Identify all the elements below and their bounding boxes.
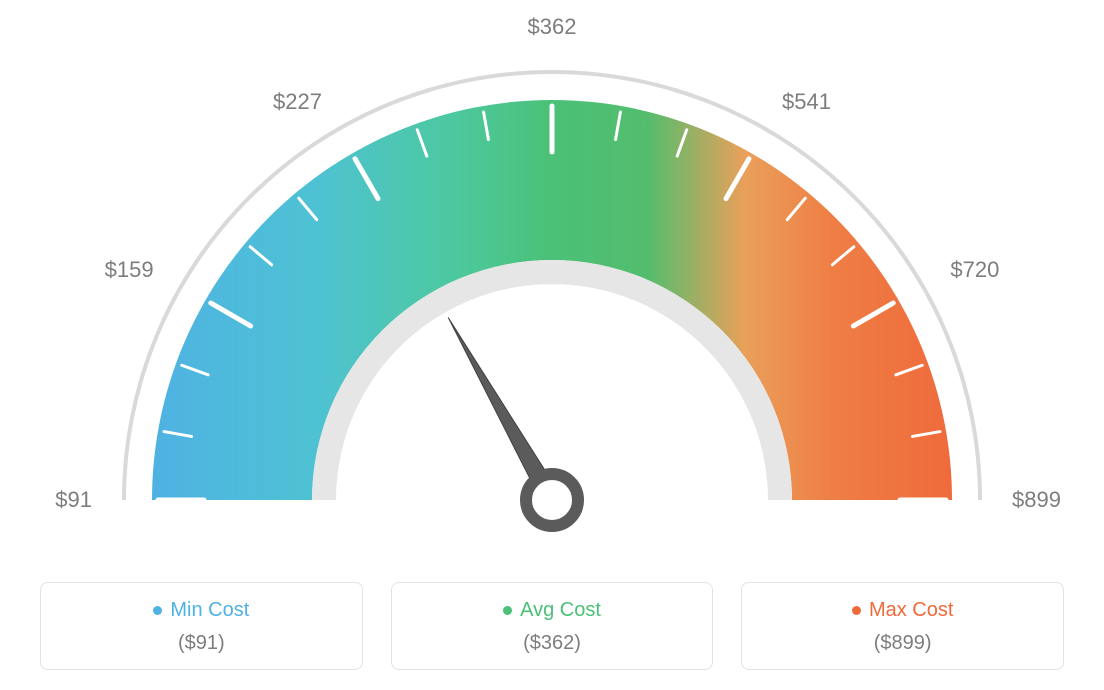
dot-icon bbox=[503, 606, 512, 615]
gauge-tick-label: $91 bbox=[55, 487, 92, 513]
legend-value-min: ($91) bbox=[41, 632, 362, 655]
legend-value-avg: ($362) bbox=[392, 632, 713, 655]
dot-icon bbox=[852, 606, 861, 615]
legend-title-avg: Avg Cost bbox=[503, 599, 601, 622]
legend-card-avg: Avg Cost ($362) bbox=[391, 582, 714, 670]
legend-title-text: Max Cost bbox=[869, 599, 953, 622]
legend-value-max: ($899) bbox=[742, 632, 1063, 655]
gauge-tick-label: $899 bbox=[1012, 487, 1061, 513]
gauge-tick-label: $720 bbox=[950, 257, 999, 283]
legend-title-text: Avg Cost bbox=[520, 599, 601, 622]
dot-icon bbox=[153, 606, 162, 615]
gauge-tick-label: $541 bbox=[782, 89, 831, 115]
legend-title-max: Max Cost bbox=[852, 599, 953, 622]
gauge-tick-label: $227 bbox=[273, 89, 322, 115]
legend-card-max: Max Cost ($899) bbox=[741, 582, 1064, 670]
legend-row: Min Cost ($91) Avg Cost ($362) Max Cost … bbox=[0, 582, 1104, 670]
gauge-svg bbox=[22, 30, 1082, 570]
legend-title-text: Min Cost bbox=[170, 599, 249, 622]
legend-card-min: Min Cost ($91) bbox=[40, 582, 363, 670]
gauge-tick-label: $362 bbox=[528, 14, 577, 40]
legend-title-min: Min Cost bbox=[153, 599, 249, 622]
gauge-chart: $91 $159 $227 $362 $541 $720 $899 bbox=[0, 0, 1104, 560]
gauge-tick-label: $159 bbox=[105, 257, 154, 283]
